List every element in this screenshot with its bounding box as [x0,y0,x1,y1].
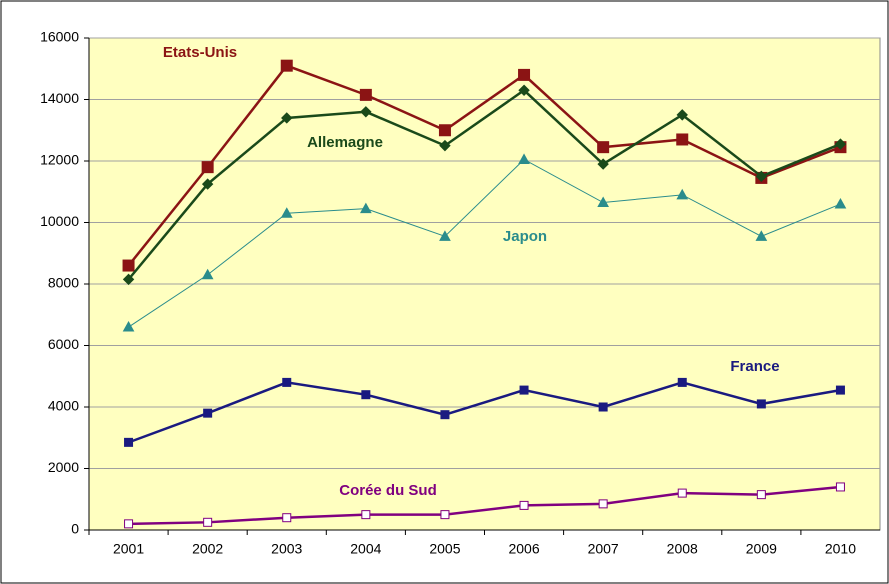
marker [676,133,689,146]
marker [439,139,451,152]
y-tick-label: 14000 [40,90,79,106]
marker [282,513,292,523]
marker [755,170,768,183]
series-line [128,158,841,328]
marker [756,399,766,409]
marker [124,437,134,447]
marker [756,490,766,500]
x-tick-label: 2002 [192,541,223,557]
marker [281,112,293,124]
marker [834,198,847,209]
y-tick-label: 10000 [40,213,79,229]
marker [203,408,213,418]
marker [518,68,531,81]
marker [124,519,134,529]
marker [677,488,687,498]
marker [122,259,135,272]
marker [598,402,608,412]
series-line [128,485,841,526]
marker [676,109,688,121]
y-tick-label: 6000 [48,336,79,352]
x-tick-label: 2008 [667,541,698,557]
marker [598,499,608,509]
marker [201,268,214,280]
marker [282,377,292,387]
marker [519,500,529,510]
series-label: Japon [503,228,547,245]
marker [360,202,372,214]
marker [280,207,293,218]
y-tick-label: 4000 [48,398,79,414]
marker [439,230,451,241]
x-tick-label: 2004 [350,541,381,557]
marker [438,124,451,137]
marker [597,141,610,154]
marker [677,377,687,387]
marker [361,510,371,520]
y-tick-label: 8000 [48,275,79,291]
series-line [128,381,841,444]
marker [201,161,214,174]
marker [201,178,214,190]
marker [835,385,845,395]
series-label: Allemagne [307,134,383,151]
marker [280,59,293,72]
marker [203,517,213,527]
marker [834,138,847,150]
marker [676,188,689,200]
marker [361,390,371,400]
marker [519,385,529,395]
marker [597,158,609,170]
series-label: Etats-Unis [163,44,237,61]
marker [755,230,768,241]
x-tick-label: 2009 [746,541,777,557]
y-tick-label: 2000 [48,459,79,475]
marker [440,410,450,420]
x-tick-label: 2003 [271,541,302,557]
x-tick-label: 2005 [429,541,460,557]
series-label: Corée du Sud [339,482,437,499]
y-tick-label: 16000 [40,29,79,45]
marker [122,273,135,286]
marker [360,106,372,118]
x-tick-label: 2007 [588,541,619,557]
marker [440,510,450,520]
series-label: France [730,358,779,375]
marker [835,482,845,492]
marker [597,196,609,208]
series-line [127,64,841,267]
y-tick-label: 0 [71,521,79,537]
y-tick-label: 12000 [40,152,79,168]
x-tick-label: 2010 [825,541,856,557]
series-line [127,88,841,281]
marker [359,88,372,101]
marker [518,153,530,164]
x-tick-label: 2006 [508,541,539,557]
marker [518,84,530,96]
marker [122,321,135,332]
x-tick-label: 2001 [113,541,144,557]
